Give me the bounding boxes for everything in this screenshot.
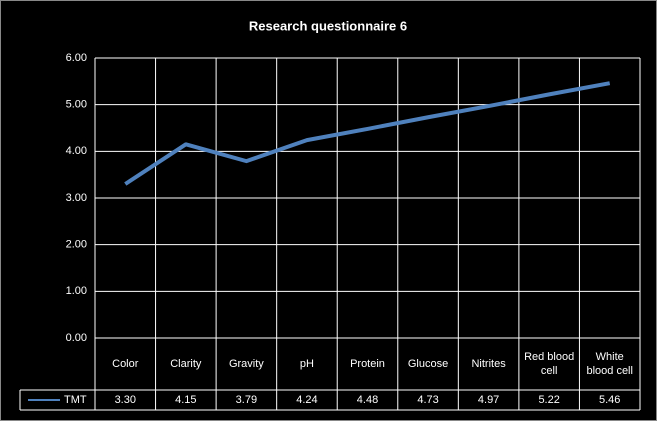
x-tick-label: Red blood cell <box>524 351 575 377</box>
x-tick-label: Nitrites <box>471 358 506 370</box>
table-value: 4.73 <box>417 394 439 406</box>
y-tick-label: 4.00 <box>66 145 87 157</box>
x-tick-label: pH <box>299 358 314 370</box>
y-tick-label: 2.00 <box>66 239 87 251</box>
legend-label: TMT <box>64 394 87 406</box>
y-tick-label: 6.00 <box>66 52 87 64</box>
x-tick-label: Gravity <box>228 358 264 370</box>
x-tick-label: Clarity <box>170 358 202 370</box>
table-value: 4.24 <box>296 394 318 406</box>
x-tick-label: Glucose <box>407 358 449 370</box>
chart-title: Research questionnaire 6 <box>249 18 407 33</box>
x-tick-label: White blood cell <box>586 351 633 377</box>
table-value: 4.97 <box>477 394 500 406</box>
x-tick-label: Color <box>112 358 139 370</box>
table-value: 4.48 <box>356 394 379 406</box>
x-tick-label: Protein <box>350 358 385 370</box>
table-value: 5.22 <box>538 394 560 406</box>
table-value: 3.30 <box>114 394 136 406</box>
y-tick-label: 5.00 <box>66 99 87 111</box>
table-value: 5.46 <box>599 394 621 406</box>
table-value: 4.15 <box>175 394 197 406</box>
y-tick-label: 0.00 <box>66 332 87 344</box>
y-tick-label: 1.00 <box>66 285 87 297</box>
series-line <box>124 81 611 186</box>
table-value: 3.79 <box>235 394 258 406</box>
y-tick-label: 3.00 <box>66 192 87 204</box>
